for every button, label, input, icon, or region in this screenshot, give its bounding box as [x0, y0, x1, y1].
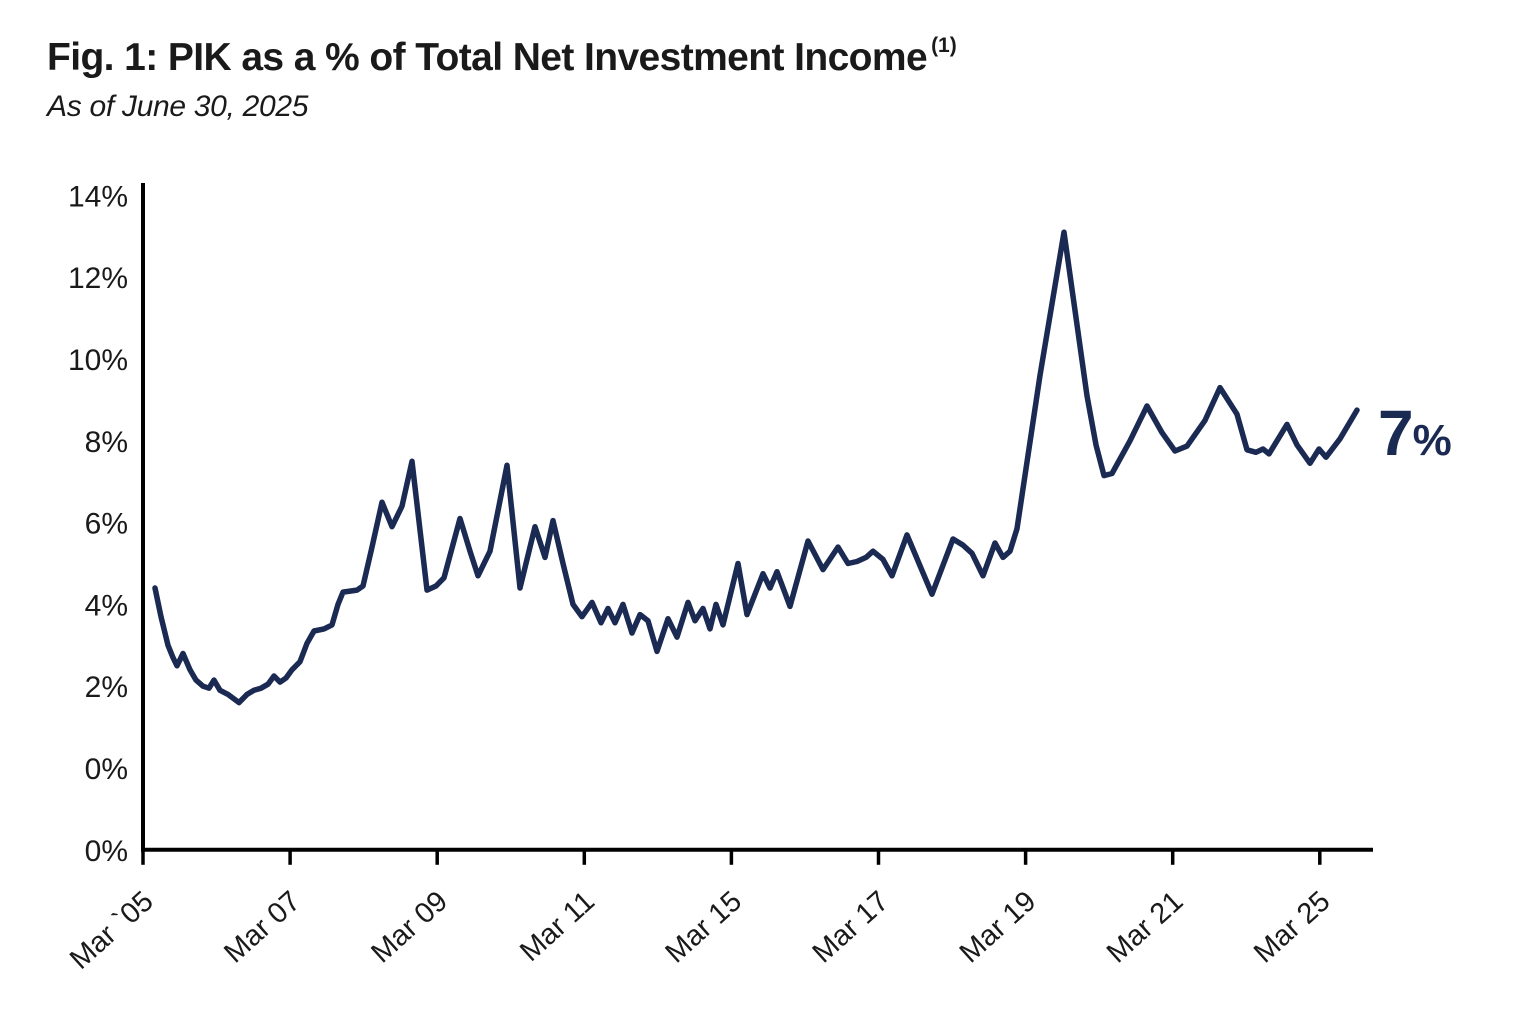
latest-value-number: 7 [1378, 397, 1414, 469]
y-axis-tick-label: 4% [85, 589, 128, 622]
chart-header: Fig. 1: PIK as a % of Total Net Investme… [47, 34, 957, 124]
y-axis-tick-label: 8% [85, 426, 128, 459]
y-axis-tick-label: 14% [68, 180, 128, 213]
chart-subtitle: As of June 30, 2025 [47, 89, 309, 123]
chart-title: Fig. 1: PIK as a % of Total Net Investme… [47, 34, 957, 81]
pik-series-line [152, 229, 1360, 706]
chart-title-text: Fig. 1: PIK as a % of Total Net Investme… [47, 36, 928, 79]
x-axis-tick-label: Mar 07 [218, 885, 306, 969]
axes [141, 183, 1373, 852]
footnote-marker: (1) [931, 34, 957, 57]
y-axis-tick-label: 0% [85, 753, 128, 786]
y-axis-tick-label: 10% [68, 344, 128, 377]
x-axis-tick-label: Mar 21 [1101, 885, 1189, 969]
x-axis-tick-label: Mar `05 [64, 885, 160, 976]
x-axis-tick-label: Mar 17 [807, 885, 895, 969]
y-axis-tick-label: 0% [85, 835, 128, 868]
y-axis-tick-label: 6% [85, 508, 128, 541]
x-axis-tick-label: Mar 11 [514, 885, 601, 968]
x-axis-tick-label: Mar 19 [954, 885, 1042, 969]
latest-value-percent-sign: % [1412, 416, 1452, 465]
x-axis-tick-label: Mar 15 [660, 885, 748, 969]
x-axis-tick-label: Mar 09 [365, 885, 453, 969]
x-axis-tick-label: Mar 25 [1248, 885, 1336, 969]
latest-value-annotation: 7% [1378, 396, 1452, 470]
y-axis-tick-label: 2% [85, 671, 128, 704]
y-axis-tick-label: 12% [68, 262, 128, 295]
